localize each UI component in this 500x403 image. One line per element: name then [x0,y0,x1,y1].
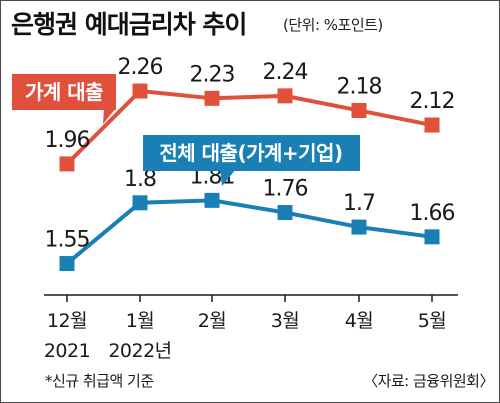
data-point-marker [132,195,148,211]
series-line [65,198,433,266]
x-tick-sublabel: 2021 [44,340,90,362]
data-point-marker [59,156,75,172]
data-label: 2.24 [263,60,308,85]
x-tick-label: 4월 [345,310,374,332]
source-note: 〈자료: 금융위원회〉 [363,372,494,390]
data-label: 1.66 [410,201,455,226]
data-point-marker [132,83,148,99]
series-line [65,89,433,166]
x-tick-label: 5월 [418,310,447,332]
x-tick-label: 2월 [198,310,227,332]
data-label: 2.12 [410,89,455,114]
data-label: 1.76 [263,177,308,202]
legend-total-label: 전체 대출(가계+기업) [159,141,342,165]
data-point-marker [277,88,293,104]
data-point-marker [59,256,75,272]
data-point-marker [204,90,220,106]
x-tick-sublabel: 2022년 [108,340,171,362]
data-label: 2.23 [190,62,235,87]
data-point-marker [351,102,367,118]
footnote: *신규 취급액 기준 [45,372,154,390]
legend-total-box [143,135,360,171]
data-label: 1.96 [45,128,90,153]
data-point-marker [424,229,440,245]
data-label: 1.55 [45,228,90,253]
legend-total-pointer [220,169,236,186]
plot-area: 12월 2021 1월 2022년 2월 3월 4월 5월 1.96 2.26 2.23 2.24 2.… [12,55,458,362]
legend-household-box [12,74,116,110]
unit-subtitle: (단위: %포인트) [283,16,383,34]
data-point-marker [204,192,220,208]
data-point-marker [277,205,293,221]
data-label: 2.18 [337,74,382,99]
data-point-marker [424,117,440,133]
x-tick-label: 12월 [47,310,87,332]
legend-household-pointer [103,108,116,124]
data-label: 2.26 [118,55,163,80]
legend-household-label: 가계 대출 [25,80,103,104]
chart-title: 은행권 예대금리차 추이 [11,10,246,39]
data-point-marker [351,219,367,235]
data-label: 1.7 [343,191,375,216]
x-tick-label: 1월 [126,310,155,332]
x-tick-label: 3월 [271,310,300,332]
